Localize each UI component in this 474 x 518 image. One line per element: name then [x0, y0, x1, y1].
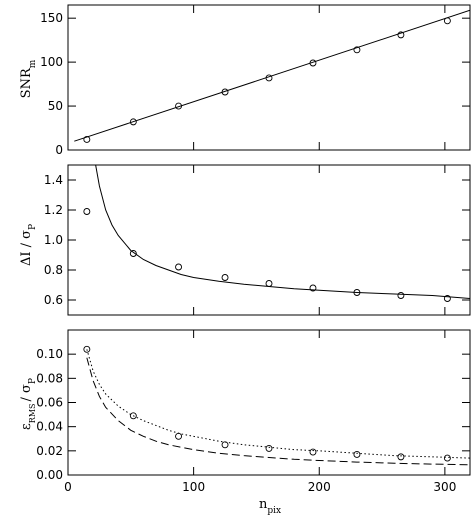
panel-eps-ytick-label: 0.06: [36, 396, 63, 410]
panel-di-ylabel-text: ΔI / σP: [19, 224, 38, 266]
panel-eps-ytick-label: 0.04: [36, 420, 63, 434]
panel-di-data-point: [129, 250, 137, 257]
panel-di-ytick-label: 1.0: [44, 233, 63, 247]
panel-eps-ytick-label: 0.08: [36, 371, 63, 385]
panel-di-ytick-label: 0.6: [44, 293, 63, 307]
panel-snr-ytick-label: 50: [48, 99, 63, 113]
panel-di: ΔI / σP 0.6 0.8 1.0 1.2 1.4: [19, 164, 471, 316]
panel-eps-dashed-curve: [86, 357, 470, 466]
x-axis-label: npix: [259, 497, 281, 516]
panel-di-data-point: [397, 292, 405, 299]
panel-eps-data-point: [129, 412, 137, 420]
panel-snr: SNRm 0 50 100 150: [19, 4, 471, 157]
panel-eps: εRMS/ σP npix 0.00 0.02 0.04 0.06 0.08 0.10 0 1…: [19, 329, 471, 516]
panel-eps-data-point: [309, 448, 317, 456]
panel-di-ytick-label: 1.2: [44, 203, 63, 217]
panel-eps-data-point: [443, 454, 451, 462]
panel-di-ytick-label: 1.4: [44, 173, 63, 187]
panel-di-data-point: [83, 208, 91, 215]
panel-eps-data-point: [353, 451, 361, 458]
panel-eps-ytick-label: 0.10: [36, 347, 63, 361]
panel-eps-ytick-label: 0.00: [36, 468, 63, 482]
x-tick-label: 0: [64, 480, 72, 494]
x-tick-label: 300: [433, 480, 456, 494]
panel-di-data-point: [175, 263, 183, 271]
x-tick-label: 100: [182, 480, 205, 494]
panel-snr-ylabel-text: SNRm: [19, 59, 38, 98]
panel-di-ylabel: ΔI / σP: [19, 224, 38, 266]
panel-snr-data-point: [83, 136, 91, 143]
panel-di-data-point: [221, 274, 229, 281]
panel-eps-data-point: [265, 444, 273, 452]
panel-snr-ylabel: SNRm: [19, 59, 38, 98]
panel-eps-data-point: [83, 345, 91, 353]
panel-snr-data-point: [353, 46, 361, 54]
panel-di-data-point: [443, 295, 451, 302]
panel-snr-solid-curve: [74, 9, 470, 142]
panel-snr-ytick-label: 0: [55, 143, 63, 157]
panel-di-ytick-label: 0.8: [44, 263, 63, 277]
panel-snr-frame: [67, 4, 471, 151]
panel-snr-ytick-label: 150: [40, 11, 63, 25]
panel-eps-ytick-label: 0.02: [36, 444, 63, 458]
x-tick-label: 200: [308, 480, 331, 494]
panel-snr-data-point: [129, 118, 137, 126]
panel-di-data-point: [309, 284, 317, 292]
panel-snr-data-point: [397, 31, 405, 39]
panel-eps-ylabel-text: εRMS/ σP: [19, 378, 38, 430]
panel-snr-ytick-label: 100: [40, 55, 63, 69]
panel-eps-data-point: [397, 453, 405, 461]
panel-eps-ylabel: εRMS/ σP: [19, 378, 38, 430]
panel-di-solid-curve: [95, 165, 470, 299]
